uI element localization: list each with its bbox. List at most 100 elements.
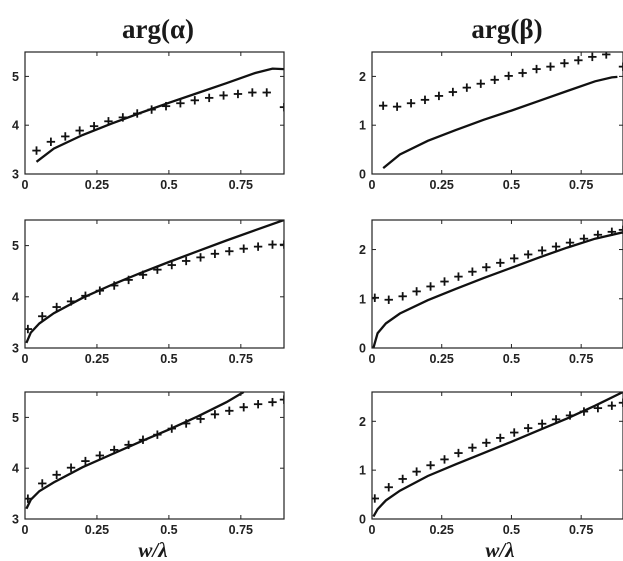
series-point-plus — [138, 435, 148, 444]
x-tick-label: 0.5 — [503, 178, 520, 192]
series-point-plus — [462, 83, 472, 92]
series-point-plus — [426, 282, 435, 291]
series-line — [25, 220, 284, 344]
series-point-plus — [89, 121, 99, 131]
series-point-plus — [167, 424, 176, 433]
series-point-plus — [133, 109, 142, 118]
x-tick-label: 0.5 — [160, 523, 177, 537]
axes-frame — [24, 391, 285, 520]
series-point-plus — [510, 428, 519, 437]
x-tick-label: 0.75 — [229, 178, 253, 192]
series-point-plus — [406, 99, 416, 108]
series-point-plus — [618, 398, 623, 407]
series-point-plus — [124, 440, 133, 450]
x-tick-label: 0.75 — [569, 352, 593, 366]
y-tick-label: 1 — [359, 292, 366, 306]
plot-area — [378, 52, 623, 169]
series-point-plus — [262, 88, 271, 97]
series-point-plus — [219, 91, 228, 100]
y-tick-label: 4 — [12, 119, 19, 133]
axes-frame — [371, 219, 623, 349]
series-point-plus — [196, 414, 205, 424]
y-tick-label: 2 — [359, 70, 366, 84]
axes-frame — [24, 51, 285, 175]
series-point-plus — [46, 137, 56, 146]
series-point-plus — [153, 430, 162, 439]
series-point-plus — [588, 52, 597, 62]
series-point-plus — [496, 258, 505, 268]
series-point-plus — [32, 146, 41, 155]
x-tick-label: 0 — [22, 523, 29, 537]
series-point-plus — [560, 59, 569, 68]
series-point-plus — [532, 64, 541, 74]
x-tick-label: 0.25 — [85, 523, 109, 537]
series-point-plus — [468, 443, 477, 452]
series-point-plus — [138, 270, 148, 279]
series-point-plus — [95, 286, 105, 295]
series-point-plus — [210, 410, 220, 419]
series-point-plus — [110, 281, 119, 290]
series-point-plus — [384, 295, 393, 304]
series-point-plus — [504, 71, 513, 81]
x-tick-label: 0.75 — [229, 352, 253, 366]
series-point-plus — [482, 438, 491, 447]
series-point-plus — [181, 256, 191, 266]
series-point-plus — [618, 225, 623, 235]
series-point-plus — [167, 260, 176, 270]
series-point-plus — [372, 494, 379, 503]
series-point-plus — [476, 79, 485, 88]
series-point-plus — [537, 419, 547, 428]
series-point-plus — [161, 101, 171, 111]
axes-frame — [371, 51, 623, 175]
series-point-plus — [523, 250, 533, 259]
series-point-plus — [482, 263, 491, 272]
series-point-plus — [434, 91, 444, 101]
series-point-plus — [38, 479, 47, 488]
series-point-plus — [440, 455, 449, 464]
series-point-plus — [181, 419, 191, 428]
series-point-plus — [574, 56, 583, 65]
series-point-plus — [454, 448, 463, 458]
x-tick-label: 0 — [369, 523, 376, 537]
series-point-plus — [448, 87, 458, 97]
y-tick-label: 1 — [359, 119, 366, 133]
series-point-plus — [124, 275, 133, 285]
series-point-plus — [95, 451, 105, 460]
plot-area — [372, 225, 623, 348]
y-tick-label: 3 — [12, 168, 19, 182]
series-point-plus — [225, 247, 234, 256]
x-tick-label: 0.25 — [430, 178, 454, 192]
y-tick-label: 0 — [359, 342, 366, 356]
series-point-plus — [190, 96, 199, 105]
subplot-6: 0 0.25 0.5 0.75 0 1 2 — [359, 391, 623, 537]
x-axis-label-right: w/λ — [485, 538, 514, 561]
subplot-2: 0 0.25 0.5 0.75 0 1 2 — [359, 51, 623, 192]
x-tick-label: 0.5 — [503, 352, 520, 366]
series-point-plus — [176, 99, 185, 108]
series-point-plus — [602, 52, 611, 59]
x-tick-label: 0.25 — [85, 352, 109, 366]
series-point-plus — [225, 406, 234, 415]
series-point-plus — [398, 474, 407, 484]
y-tick-label: 4 — [12, 290, 19, 304]
series-point-plus — [233, 89, 243, 99]
series-point-plus — [579, 407, 589, 416]
series-point-plus — [268, 397, 277, 407]
y-tick-label: 5 — [12, 70, 19, 84]
series-point-plus — [579, 234, 589, 243]
y-tick-label: 3 — [12, 342, 19, 356]
series-point-plus — [593, 403, 603, 413]
series-point-plus — [392, 102, 402, 111]
series-point-plus — [454, 272, 463, 281]
axes-frame — [371, 391, 623, 520]
series-point-plus — [490, 75, 499, 85]
series-point-plus — [510, 254, 519, 263]
y-tick-label: 4 — [12, 462, 19, 476]
series-point-plus — [523, 423, 533, 433]
series-line — [25, 392, 245, 510]
series-point-plus — [248, 88, 257, 97]
series-point-plus — [412, 467, 421, 476]
series-line — [372, 231, 623, 348]
subplot-4: 0 0.25 0.5 0.75 0 1 2 — [359, 219, 623, 366]
plot-area — [25, 220, 284, 344]
